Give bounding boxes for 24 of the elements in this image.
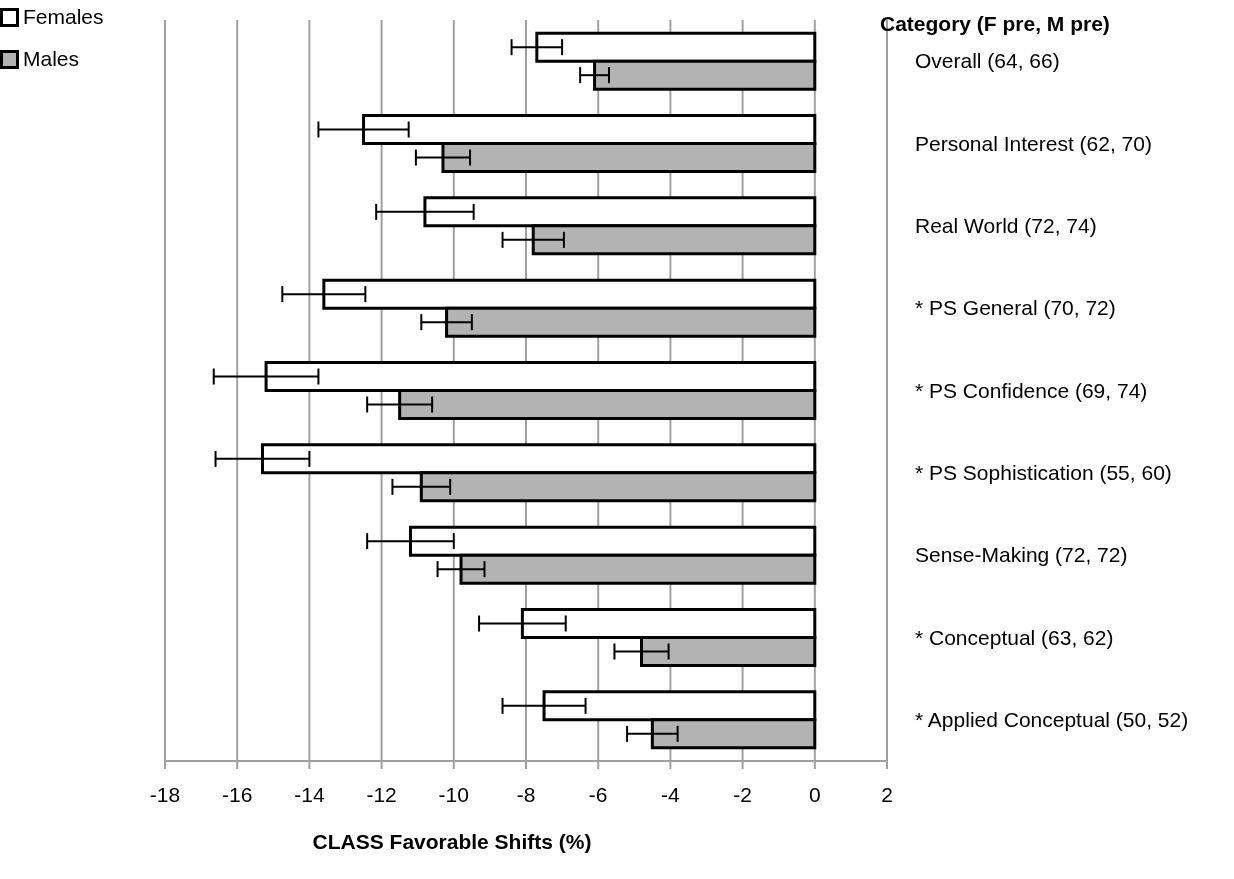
- x-tick-label: -14: [294, 782, 325, 806]
- y-tick-label: * Conceptual (63, 62): [915, 625, 1114, 649]
- x-tick-label: -16: [222, 782, 253, 806]
- x-tick-label: -12: [366, 782, 397, 806]
- x-tick-label: -18: [149, 782, 181, 806]
- y-tick-label: Overall (64, 66): [915, 49, 1060, 73]
- y-tick-label: * PS Confidence (69, 74): [915, 378, 1148, 402]
- x-tick-label: -10: [438, 782, 469, 806]
- y-tick-label: Sense-Making (72, 72): [915, 543, 1128, 567]
- y-tick-label: * Applied Conceptual (50, 52): [915, 707, 1189, 731]
- legend-label: Males: [23, 47, 80, 71]
- x-tick-label: -4: [661, 782, 681, 806]
- x-tick-label: 2: [881, 782, 893, 806]
- x-tick-label: -8: [516, 782, 536, 806]
- y-axis-title: Category (F pre, M pre): [880, 12, 1110, 36]
- legend-label: Females: [23, 5, 104, 29]
- x-tick-label: -2: [733, 782, 752, 806]
- y-tick-label: * PS Sophistication (55, 60): [915, 460, 1172, 484]
- x-axis-title: CLASS Favorable Shifts (%): [311, 830, 593, 854]
- y-tick-label: Real World (72, 74): [915, 213, 1097, 237]
- y-tick-label: * PS General (70, 72): [915, 296, 1116, 320]
- y-tick-label: Personal Interest (62, 70): [915, 131, 1152, 155]
- x-tick-label: 0: [808, 782, 821, 806]
- x-tick-label: -6: [588, 782, 608, 806]
